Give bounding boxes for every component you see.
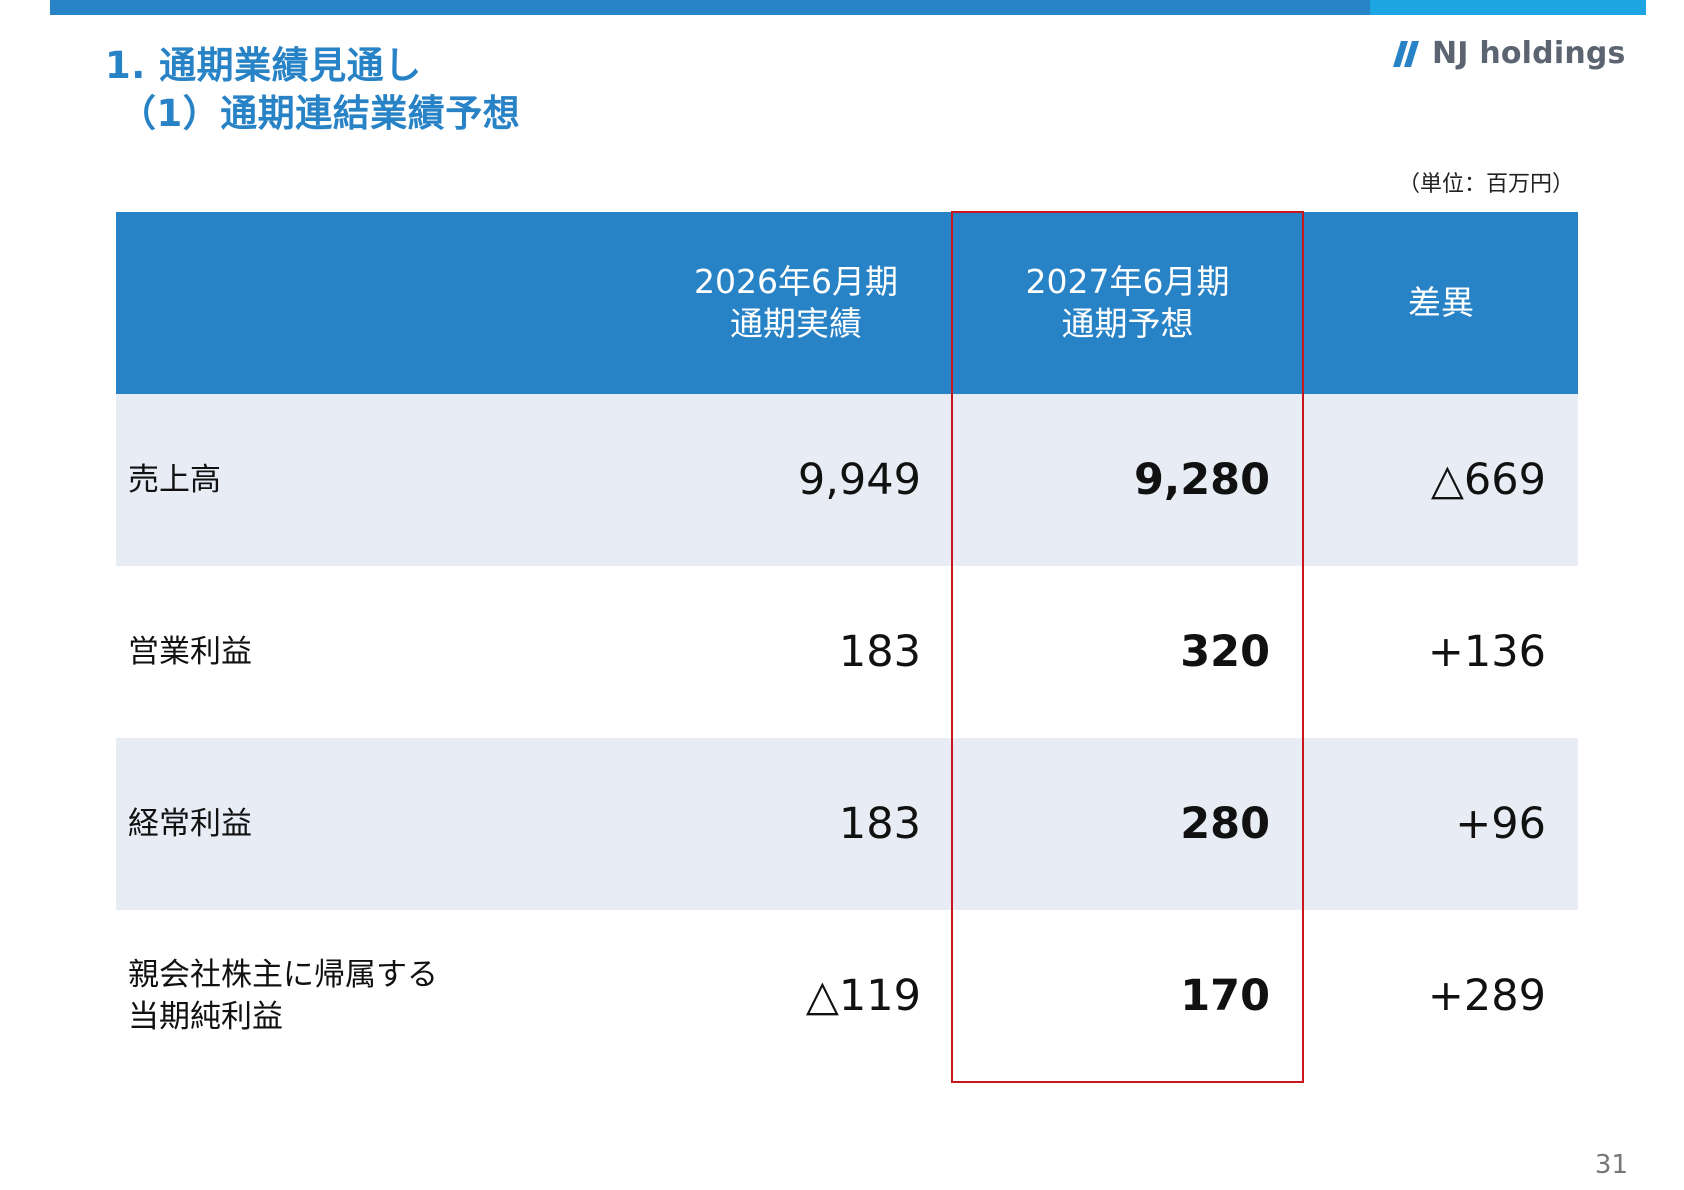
cell-fy2026: △119 bbox=[805, 971, 921, 1021]
table-row: 親会社株主に帰属する 当期純利益 △119 170 +289 bbox=[116, 910, 1578, 1082]
logo-mark-icon bbox=[1393, 40, 1419, 67]
cell-diff: △669 bbox=[1304, 394, 1578, 566]
cell-diff: +96 bbox=[1304, 738, 1578, 910]
row-label-line2: 当期純利益 bbox=[128, 999, 283, 1035]
logo-text: NJ holdings bbox=[1432, 36, 1626, 71]
table-row: 売上高 9,949 9,280 △669 bbox=[116, 394, 1578, 566]
unit-note: （単位：百万円） bbox=[1397, 172, 1574, 197]
header-fy2027-line1: 2027年6月期 bbox=[1025, 262, 1230, 301]
row-label: 売上高 bbox=[116, 394, 641, 566]
table-row: 経常利益 183 280 +96 bbox=[116, 738, 1578, 910]
row-label-line1: 親会社株主に帰属する bbox=[128, 957, 438, 993]
page-number: 31 bbox=[1594, 1150, 1628, 1180]
row-label: 経常利益 bbox=[116, 738, 641, 910]
top-bar-accent bbox=[1370, 0, 1646, 15]
company-logo: NJ holdings bbox=[1392, 36, 1626, 71]
cell-diff: +289 bbox=[1427, 971, 1546, 1021]
header-fy2026-line2: 通期実績 bbox=[730, 304, 862, 343]
cell-fy2027: 170 bbox=[1180, 971, 1270, 1021]
header-fy2026-line1: 2026年6月期 bbox=[694, 262, 898, 301]
header-diff: 差異 bbox=[1304, 212, 1578, 394]
cell-fy2027: 280 bbox=[951, 738, 1304, 910]
table-row: 営業利益 183 320 +136 bbox=[116, 566, 1578, 738]
header-fy2027: 2027年6月期 通期予想 bbox=[951, 212, 1304, 394]
cell-fy2026: 183 bbox=[641, 738, 951, 910]
page-title: 1. 通期業績見通し （1）通期連結業績予想 bbox=[105, 42, 520, 138]
header-fy2026: 2026年6月期 通期実績 bbox=[641, 212, 951, 394]
cell-fy2027: 9,280 bbox=[951, 394, 1304, 566]
row-label: 親会社株主に帰属する 当期純利益 bbox=[116, 910, 641, 1082]
title-line-1: 1. 通期業績見通し bbox=[105, 44, 422, 87]
table-header-row: 2026年6月期 通期実績 2027年6月期 通期予想 差異 bbox=[116, 212, 1578, 394]
header-fy2027-line2: 通期予想 bbox=[1061, 304, 1194, 343]
cell-diff: +136 bbox=[1427, 627, 1546, 677]
title-line-2: （1）通期連結業績予想 bbox=[119, 92, 521, 135]
cell-fy2027: 320 bbox=[1180, 627, 1270, 677]
cell-fy2026: 183 bbox=[838, 627, 921, 677]
forecast-table: 2026年6月期 通期実績 2027年6月期 通期予想 差異 売上高 9,949… bbox=[116, 212, 1578, 1082]
row-label: 営業利益 bbox=[128, 634, 252, 670]
header-empty bbox=[116, 212, 641, 394]
top-bar bbox=[50, 0, 1370, 15]
cell-fy2026: 9,949 bbox=[641, 394, 951, 566]
